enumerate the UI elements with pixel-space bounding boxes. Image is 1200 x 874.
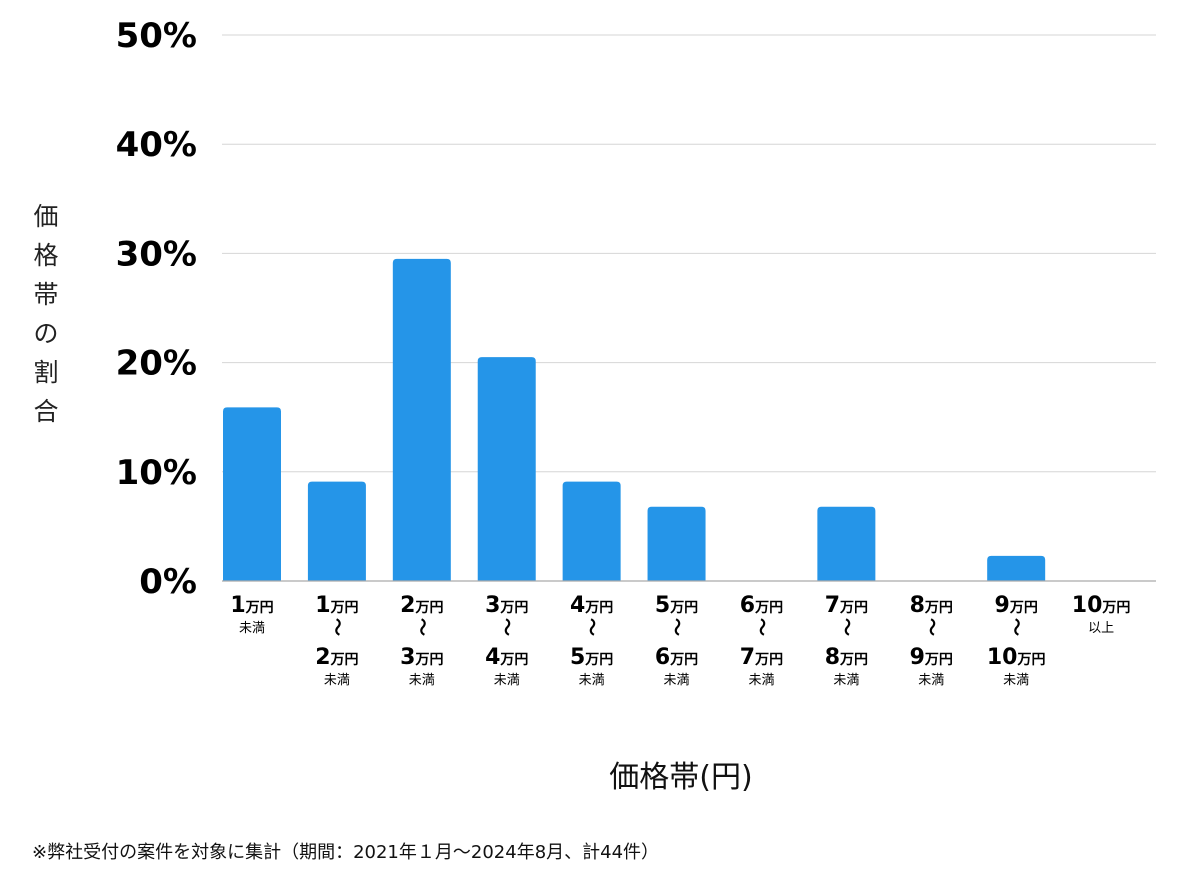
category-amount: 3万円 [400, 645, 443, 670]
bar [562, 481, 621, 581]
y-tick-label: 20% [116, 344, 197, 384]
category-suffix: 未満 [664, 673, 690, 688]
category-suffix: 未満 [1003, 673, 1029, 688]
y-axis-label: 価格帯の割合 [33, 202, 58, 426]
category-suffix: 未満 [579, 673, 605, 688]
category-amount: 6万円 [740, 593, 783, 618]
y-tick-labels: 0% 10% 20% 30% 40% 50% [116, 16, 197, 602]
category-suffix: 未満 [239, 621, 265, 636]
category-amount: 5万円 [570, 645, 613, 670]
category-amount: 1万円 [230, 593, 273, 618]
y-tick-label: 0% [139, 562, 197, 602]
category-amount: 5万円 [655, 593, 698, 618]
category-tilde: 〜 [920, 618, 941, 636]
category-suffix: 未満 [748, 673, 774, 688]
bar [307, 481, 366, 581]
gridlines [222, 34, 1156, 473]
category-tilde: 〜 [411, 618, 432, 636]
category-suffix: 以上 [1088, 621, 1114, 636]
category-amount: 3万円 [485, 593, 528, 618]
category-amount: 1万円 [315, 593, 358, 618]
category-amount: 7万円 [740, 645, 783, 670]
y-tick-label: 40% [116, 125, 197, 165]
category-suffix: 未満 [494, 673, 520, 688]
category-tilde: 〜 [750, 618, 771, 636]
category-tilde: 〜 [666, 618, 687, 636]
category-amount: 10万円 [987, 645, 1046, 670]
category-tilde: 〜 [326, 618, 347, 636]
y-tick-label: 50% [116, 16, 197, 56]
category-amount: 8万円 [825, 645, 868, 670]
y-axis-label-text: 価格帯の割合 [33, 202, 58, 426]
category-tilde: 〜 [581, 618, 602, 636]
category-amount: 4万円 [570, 593, 613, 618]
footnote: ※弊社受付の案件を対象に集計（期間：2021年１月〜2024年8月、計44件） [32, 842, 659, 863]
y-tick-label: 30% [116, 234, 197, 274]
bar [223, 407, 281, 581]
category-amount: 9万円 [995, 593, 1038, 618]
category-amount: 9万円 [910, 645, 953, 670]
category-suffix: 未満 [409, 673, 435, 688]
bar [647, 506, 706, 581]
category-tilde: 〜 [1005, 618, 1026, 636]
category-amount: 7万円 [825, 593, 868, 618]
category-suffix: 未満 [324, 673, 350, 688]
category-suffix: 未満 [918, 673, 944, 688]
x-axis-label: 価格帯(円) [609, 760, 752, 795]
category-tilde: 〜 [496, 618, 517, 636]
category-amount: 2万円 [400, 593, 443, 618]
y-tick-label: 10% [116, 453, 197, 493]
bar [987, 555, 1046, 581]
category-tilde: 〜 [835, 618, 856, 636]
bars [223, 258, 1046, 581]
bar [817, 506, 876, 581]
category-amount: 8万円 [910, 593, 953, 618]
bar [392, 258, 451, 581]
category-amount: 4万円 [485, 645, 528, 670]
x-category-labels: 1万円未満1万円〜2万円未満2万円〜3万円未満3万円〜4万円未満4万円〜5万円未… [230, 593, 1130, 688]
category-amount: 2万円 [315, 645, 358, 670]
category-suffix: 未満 [833, 673, 859, 688]
bar [477, 357, 536, 581]
category-amount: 10万円 [1072, 593, 1131, 618]
category-amount: 6万円 [655, 645, 698, 670]
